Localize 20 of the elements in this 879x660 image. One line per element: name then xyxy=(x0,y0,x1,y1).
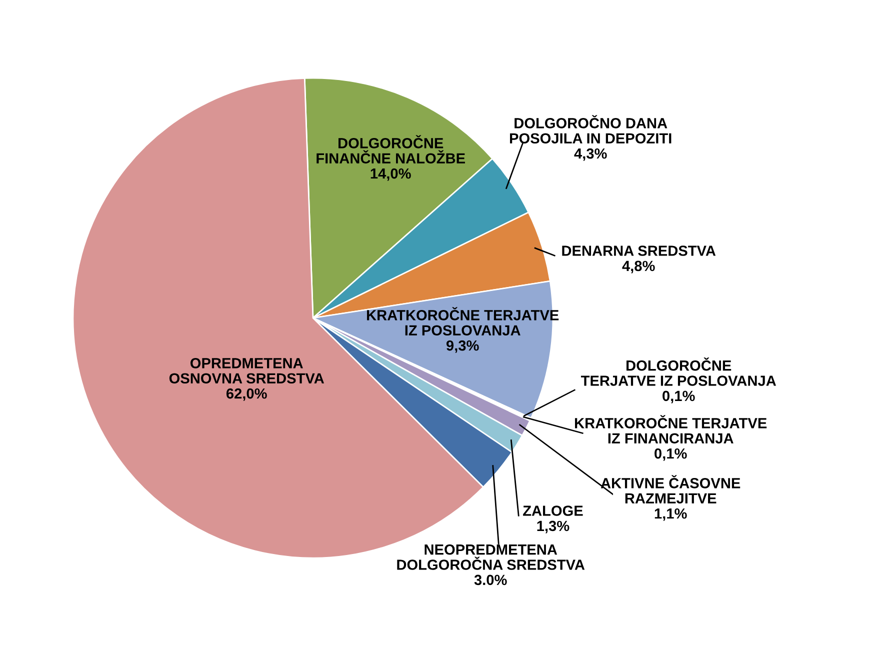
slice-label: ZALOGE xyxy=(523,506,583,516)
slice-label: DENARNA SREDSTVA xyxy=(562,246,716,256)
slice-label: KRATKOROČNE TERJATVE IZ FINANCIRANJA xyxy=(575,415,767,444)
data-label: 3.0% xyxy=(474,574,507,586)
data-label: 1,1% xyxy=(654,508,687,521)
slice-label: OPREDMETENA OSNOVNA SREDSTVA xyxy=(169,358,324,384)
data-label: 4,3% xyxy=(574,148,607,161)
slice-label: NEOPREDMETENA DOLGOROČNA SREDSTVA xyxy=(397,544,585,570)
data-label: 1,3% xyxy=(537,520,570,534)
slice-label: DOLGOROČNO DANA POSOJILA IN DEPOZITI xyxy=(510,115,672,144)
data-label: 14,0% xyxy=(370,168,411,181)
slice-label: DOLGOROČNE FINANČNE NALOŽBE xyxy=(316,135,465,164)
slice-label: KRATKOROČNE TERJATVE IZ POSLOVANJA xyxy=(367,307,559,336)
slice-label: DOLGOROČNE TERJATVE IZ POSLOVANJA xyxy=(580,358,776,386)
data-label: 9,3% xyxy=(446,340,479,353)
data-label: 62,0% xyxy=(226,388,267,401)
data-label: 4,8% xyxy=(622,260,655,274)
slice-label: AKTIVNE ČASOVNE RAZMEJITVE xyxy=(600,475,740,504)
data-label: 0,1% xyxy=(662,390,695,404)
data-label: 0,1% xyxy=(654,448,687,461)
